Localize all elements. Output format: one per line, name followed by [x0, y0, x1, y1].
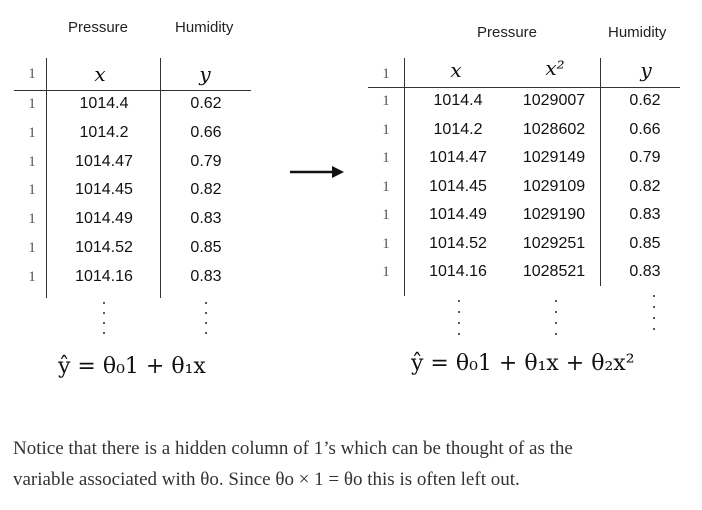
row-y: 0.85 — [629, 234, 661, 252]
right-col-y-header: y — [640, 58, 652, 82]
row-x2: 1029190 — [522, 206, 586, 223]
row-y: 0.79 — [629, 149, 661, 166]
row-x2: 1028602 — [522, 120, 586, 138]
row-y: 0.83 — [629, 263, 661, 280]
left-header-rule — [14, 90, 251, 91]
left-col-x-header: x — [94, 62, 106, 86]
row-y: 0.85 — [190, 239, 222, 256]
row-one: 1 — [382, 150, 390, 166]
row-one: 1 — [382, 178, 390, 195]
row-x: 1014.47 — [75, 152, 133, 170]
row-x: 1014.49 — [75, 210, 133, 228]
row-x2: 1029149 — [522, 149, 586, 166]
row-y: 0.62 — [190, 95, 222, 112]
row-x: 1014.4 — [79, 95, 129, 112]
row-x: 1014.2 — [79, 123, 129, 141]
row-x2: 1028521 — [522, 263, 586, 280]
row-one: 1 — [382, 93, 390, 109]
row-x: 1014.4 — [433, 92, 483, 109]
right-header-rule — [368, 87, 680, 88]
right-arrow-icon — [290, 166, 344, 178]
row-x: 1014.16 — [429, 263, 487, 280]
row-x: 1014.45 — [429, 177, 487, 195]
row-one: 1 — [28, 268, 36, 285]
row-x2: 1029251 — [522, 234, 586, 252]
row-x: 1014.16 — [75, 267, 133, 285]
row-one: 1 — [28, 211, 36, 228]
row-y: 0.83 — [190, 267, 222, 285]
row-x: 1014.47 — [429, 149, 487, 166]
row-one: 1 — [28, 240, 36, 256]
row-x2: 1029007 — [522, 92, 586, 109]
right-header-pressure: Pressure — [477, 24, 538, 41]
row-y: 0.79 — [190, 152, 222, 170]
right-col-divider-1 — [404, 58, 405, 296]
left-header-humidity: Humidity — [175, 19, 234, 36]
left-header-pressure: Pressure — [68, 19, 129, 36]
row-one: 1 — [28, 124, 36, 141]
row-x: 1014.52 — [429, 234, 487, 252]
row-y: 0.62 — [629, 92, 661, 109]
row-y: 0.82 — [190, 181, 222, 199]
row-x: 1014.49 — [429, 206, 487, 223]
right-col-x2-header: x² — [545, 56, 565, 80]
row-one: 1 — [382, 264, 390, 280]
right-ones-header: 1 — [382, 66, 390, 82]
caption-line-2: variable associated with θo. Since θo × … — [13, 469, 520, 490]
caption-line-1: Notice that there is a hidden column of … — [13, 438, 573, 459]
left-col-divider-1 — [46, 58, 47, 298]
row-x: 1014.52 — [75, 239, 133, 256]
row-one: 1 — [382, 235, 390, 252]
row-y: 0.66 — [190, 123, 222, 141]
left-ones-header: 1 — [28, 66, 36, 82]
row-one: 1 — [28, 182, 36, 199]
row-y: 0.83 — [190, 210, 222, 228]
right-col-divider-2 — [600, 58, 601, 286]
row-y: 0.66 — [629, 120, 661, 138]
row-x2: 1029109 — [522, 177, 586, 195]
row-x: 1014.2 — [433, 120, 483, 138]
right-col-x-header: x — [450, 58, 462, 82]
right-header-humidity: Humidity — [608, 24, 667, 41]
row-y: 0.83 — [629, 206, 661, 223]
row-x: 1014.45 — [75, 181, 133, 199]
row-one: 1 — [28, 96, 36, 112]
left-col-divider-2 — [160, 58, 161, 298]
left-col-y-header: y — [199, 62, 211, 86]
row-one: 1 — [382, 121, 390, 138]
row-one: 1 — [28, 153, 36, 170]
caption: Notice that there is a hidden column of … — [13, 433, 693, 495]
row-y: 0.82 — [629, 177, 661, 195]
row-one: 1 — [382, 207, 390, 223]
formula-linear: ŷ = θ₀1 + θ₁x — [58, 354, 206, 379]
formula-quadratic: ŷ = θ₀1 + θ₁x + θ₂x² — [411, 351, 635, 376]
